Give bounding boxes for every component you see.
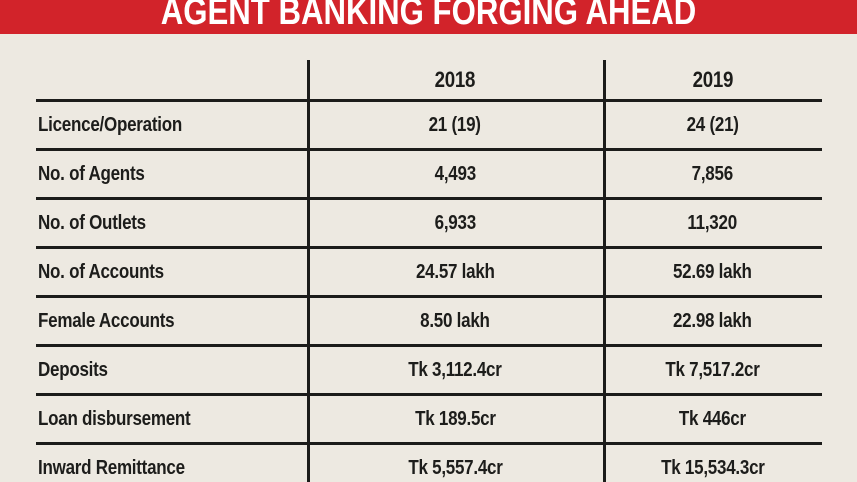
column-divider-2 <box>603 60 606 482</box>
table-row: Loan disbursement Tk 189.5cr Tk 446cr <box>36 396 822 445</box>
cell-2019: Tk 446cr <box>679 407 746 430</box>
cell-2018: Tk 189.5cr <box>414 407 496 430</box>
table-row: No. of Agents 4,493 7,856 <box>36 151 822 200</box>
cell-2019: 52.69 lakh <box>673 260 752 283</box>
row-label: Licence/Operation <box>38 113 182 136</box>
table-row: No. of Accounts 24.57 lakh 52.69 lakh <box>36 249 822 298</box>
table-row: No. of Outlets 6,933 11,320 <box>36 200 822 249</box>
cell-2019: Tk 15,534.3cr <box>660 456 765 479</box>
table-row: Licence/Operation 21 (19) 24 (21) <box>36 102 822 151</box>
cell-2018: 6,933 <box>434 211 476 234</box>
cell-2018: 24.57 lakh <box>415 260 495 283</box>
table-row: Female Accounts 8.50 lakh 22.98 lakh <box>36 298 822 347</box>
cell-2019: 7,856 <box>691 162 734 185</box>
cell-2019: 22.98 lakh <box>673 309 752 332</box>
column-divider-1 <box>307 60 310 482</box>
data-table: 2018 2019 Licence/Operation 21 (19) 24 (… <box>36 60 822 482</box>
cell-2018: 8.50 lakh <box>420 309 490 332</box>
title-banner: AGENT BANKING FORGING AHEAD <box>0 0 857 34</box>
table-header-row: 2018 2019 <box>36 60 822 102</box>
row-label: No. of Accounts <box>38 260 164 283</box>
cell-2018: Tk 5,557.4cr <box>407 456 503 479</box>
row-label: Female Accounts <box>38 309 175 332</box>
cell-2018: Tk 3,112.4cr <box>408 358 502 381</box>
header-empty-cell <box>36 60 307 99</box>
page-title: AGENT BANKING FORGING AHEAD <box>160 0 697 33</box>
table-row: Inward Remittance Tk 5,557.4cr Tk 15,534… <box>36 445 822 482</box>
cell-2018: 21 (19) <box>428 113 482 136</box>
row-label: No. of Agents <box>38 162 145 185</box>
row-label: Loan disbursement <box>38 407 191 430</box>
row-label: No. of Outlets <box>38 211 146 234</box>
table-row: Deposits Tk 3,112.4cr Tk 7,517.2cr <box>36 347 822 396</box>
row-label: Inward Remittance <box>38 456 185 479</box>
column-header-2018: 2018 <box>434 66 476 92</box>
column-header-2019: 2019 <box>692 66 733 92</box>
cell-2018: 4,493 <box>434 162 476 185</box>
cell-2019: 24 (21) <box>686 113 739 136</box>
cell-2019: Tk 7,517.2cr <box>665 358 760 381</box>
cell-2019: 11,320 <box>687 211 738 234</box>
row-label: Deposits <box>38 358 108 381</box>
